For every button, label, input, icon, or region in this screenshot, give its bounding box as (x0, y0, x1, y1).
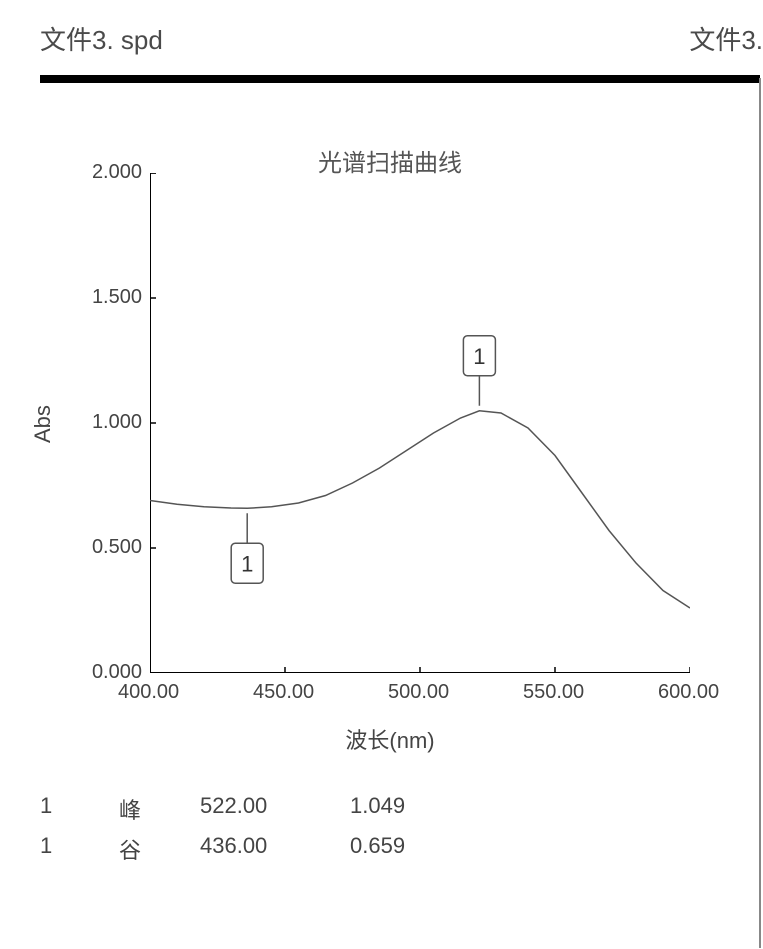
page: 文件3. spd 文件3. 光谱扫描曲线 Abs 11 400.00450.00… (0, 0, 763, 949)
y-tick-label: 0.000 (82, 661, 142, 684)
file-name-right: 文件3. (689, 20, 763, 57)
spectrum-chart: 光谱扫描曲线 Abs 11 400.00450.00500.00550.0060… (40, 143, 740, 763)
row-x: 522.00 (200, 793, 350, 825)
header-rule (40, 75, 760, 83)
x-tick-label: 450.00 (253, 681, 314, 704)
row-id: 1 (40, 833, 100, 865)
y-tick-label: 0.500 (82, 536, 142, 559)
right-border (759, 78, 761, 948)
row-id: 1 (40, 793, 100, 825)
file-name-left: 文件3. spd (40, 20, 163, 57)
y-tick-label: 2.000 (82, 161, 142, 184)
y-axis-label: Abs (30, 405, 56, 443)
svg-text:1: 1 (241, 551, 253, 576)
y-tick-label: 1.500 (82, 286, 142, 309)
chart-plot-area: 11 (150, 173, 690, 673)
table-row: 1 谷 436.00 0.659 (40, 833, 763, 865)
row-type: 谷 (100, 833, 200, 865)
y-tick-label: 1.000 (82, 411, 142, 434)
row-y: 1.049 (350, 793, 500, 825)
peak-table: 1 峰 522.00 1.049 1 谷 436.00 0.659 (40, 793, 763, 865)
x-tick-label: 500.00 (388, 681, 449, 704)
x-tick-label: 550.00 (523, 681, 584, 704)
x-tick-label: 600.00 (658, 681, 719, 704)
row-x: 436.00 (200, 833, 350, 865)
svg-text:1: 1 (473, 344, 485, 369)
row-y: 0.659 (350, 833, 500, 865)
table-row: 1 峰 522.00 1.049 (40, 793, 763, 825)
x-tick-label: 400.00 (118, 681, 179, 704)
header: 文件3. spd 文件3. (40, 20, 763, 57)
x-axis-label: 波长(nm) (40, 723, 740, 755)
row-type: 峰 (100, 793, 200, 825)
